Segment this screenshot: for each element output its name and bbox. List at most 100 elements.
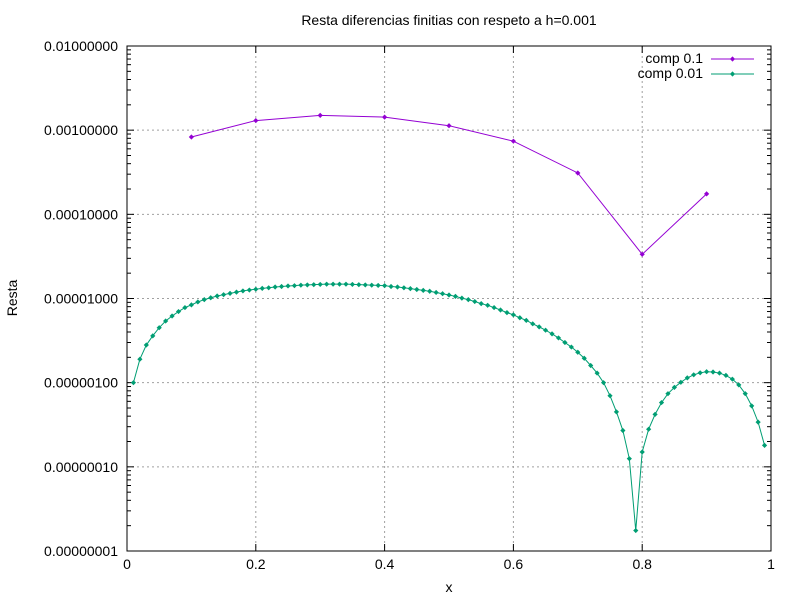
data-point-comp-0-01	[420, 287, 426, 293]
data-point-comp-0-01	[465, 297, 471, 303]
data-point-comp-0-01	[324, 281, 330, 287]
data-point-comp-0-01	[163, 318, 169, 324]
data-point-comp-0-01	[588, 362, 594, 369]
y-tick-label: 0.00000100	[44, 375, 118, 391]
y-tick-label: 0.00100000	[44, 122, 118, 138]
data-point-comp-0-01	[150, 333, 156, 339]
data-point-comp-0-01	[188, 302, 194, 308]
data-point-comp-0-01	[523, 317, 529, 323]
data-point-comp-0-01	[639, 449, 645, 455]
data-point-comp-0-01	[401, 285, 407, 291]
x-axis-label: x	[446, 579, 453, 595]
data-point-comp-0-1	[446, 123, 452, 129]
y-tick-label: 0.00000010	[44, 459, 118, 475]
data-point-comp-0-01	[452, 293, 459, 299]
data-point-comp-0-01	[658, 399, 665, 406]
data-point-comp-0-01	[742, 391, 748, 397]
data-point-comp-0-01	[433, 289, 439, 296]
data-point-comp-0-01	[156, 325, 162, 331]
x-tick-label: 0	[123, 556, 131, 572]
data-point-comp-0-01	[356, 282, 362, 288]
data-point-comp-0-01	[459, 295, 465, 301]
data-point-comp-0-01	[555, 335, 562, 341]
x-tick-label: 0.8	[632, 556, 652, 572]
data-point-comp-0-01	[755, 419, 761, 425]
legend-label-comp-0-1: comp 0.1	[645, 50, 703, 66]
data-point-comp-0-01	[311, 282, 317, 288]
data-point-comp-0-01	[716, 370, 723, 376]
data-point-comp-0-01	[221, 292, 227, 298]
data-point-comp-0-01	[208, 295, 214, 301]
data-point-comp-0-01	[439, 291, 446, 297]
data-point-comp-0-01	[704, 369, 710, 375]
data-point-comp-0-01	[266, 285, 272, 291]
data-point-comp-0-01	[272, 284, 278, 290]
data-point-comp-0-01	[388, 283, 394, 290]
data-point-comp-0-01	[510, 312, 516, 318]
data-point-comp-0-01	[369, 282, 375, 288]
y-tick-label: 0.00000001	[44, 543, 118, 559]
data-point-comp-0-01	[562, 339, 568, 346]
grid	[127, 46, 771, 551]
data-point-comp-0-01	[349, 281, 355, 288]
x-tick-label: 0.2	[246, 556, 266, 572]
data-point-comp-0-01	[736, 382, 742, 388]
data-point-comp-0-01	[678, 379, 684, 385]
data-point-comp-0-01	[497, 307, 504, 313]
data-point-comp-0-01	[485, 302, 491, 308]
data-point-comp-0-01	[382, 283, 388, 289]
data-point-comp-0-01	[472, 298, 478, 305]
data-point-comp-0-01	[285, 283, 291, 289]
y-axis-label: Resta	[4, 280, 20, 317]
data-point-comp-0-01	[594, 370, 600, 376]
data-point-comp-0-01	[543, 327, 549, 333]
data-point-comp-0-01	[607, 393, 613, 399]
data-point-comp-0-01	[298, 282, 304, 288]
x-tick-label: 0.4	[375, 556, 395, 572]
legend-marker-comp-0-01	[729, 71, 736, 77]
data-point-comp-0-01	[652, 411, 658, 417]
data-point-comp-0-01	[697, 370, 703, 376]
series-line-comp-0-1	[191, 114, 707, 256]
data-point-comp-0-1	[575, 170, 581, 176]
data-point-comp-0-01	[620, 427, 626, 434]
data-point-comp-0-01	[613, 409, 620, 415]
data-point-comp-0-1	[704, 191, 710, 197]
data-point-comp-0-01	[246, 287, 252, 293]
data-point-comp-0-01	[201, 297, 207, 303]
data-point-comp-0-01	[375, 282, 381, 289]
data-point-comp-0-1	[382, 114, 388, 120]
data-point-comp-0-01	[143, 342, 149, 348]
x-tick-label: 1	[767, 556, 775, 572]
data-point-comp-0-1	[510, 138, 516, 144]
chart-title: Resta diferencias finitias con respeto a…	[301, 12, 597, 28]
data-point-comp-0-01	[214, 293, 220, 299]
data-point-comp-0-01	[336, 281, 343, 287]
series-group	[130, 112, 768, 534]
data-point-comp-0-01	[691, 372, 697, 378]
data-point-comp-0-01	[549, 331, 555, 337]
data-point-comp-0-01	[137, 356, 143, 362]
data-point-comp-0-01	[407, 286, 413, 292]
data-point-comp-0-01	[362, 282, 368, 288]
data-point-comp-0-01	[633, 527, 639, 534]
data-point-comp-0-01	[130, 380, 137, 386]
x-tick-label: 0.6	[504, 556, 524, 572]
data-point-comp-0-01	[646, 426, 652, 432]
data-point-comp-0-01	[233, 289, 240, 295]
data-point-comp-0-01	[530, 321, 536, 327]
data-point-comp-0-01	[394, 284, 401, 290]
data-point-comp-0-01	[427, 288, 433, 294]
data-point-comp-0-01	[253, 286, 259, 292]
data-point-comp-0-01	[749, 403, 755, 409]
data-point-comp-0-01	[169, 313, 175, 319]
data-point-comp-0-1	[317, 112, 323, 118]
y-tick-label: 0.01000000	[44, 38, 118, 54]
data-point-comp-0-01	[278, 283, 285, 290]
data-point-comp-0-01	[446, 292, 452, 298]
data-point-comp-0-01	[504, 309, 510, 316]
data-point-comp-0-1	[253, 117, 259, 124]
data-point-comp-0-1	[188, 134, 194, 140]
y-tick-label: 0.00010000	[44, 206, 118, 222]
